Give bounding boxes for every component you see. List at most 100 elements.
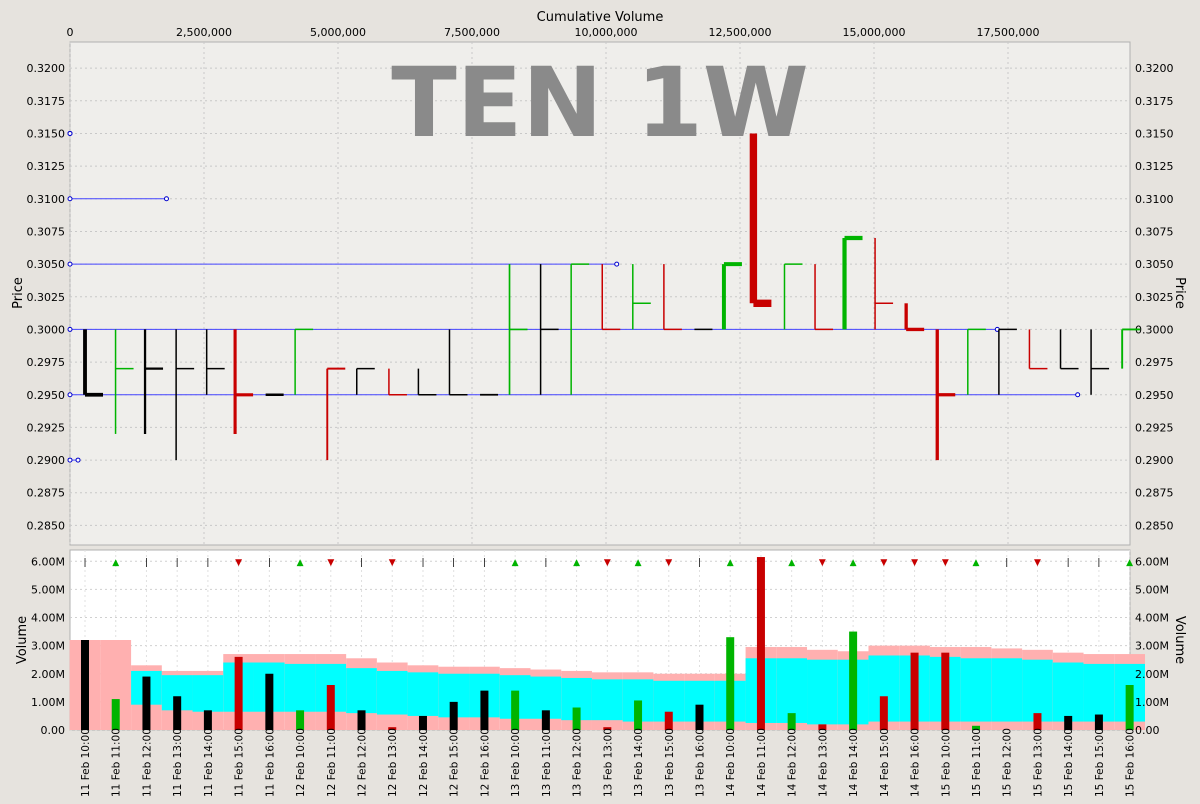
volume-bar [849,631,858,730]
price-tick-label-right: 0.3175 [1135,95,1174,108]
price-tick-label-left: 0.2950 [27,389,66,402]
time-tick-label: 15 Feb 16:00 [1125,728,1137,797]
direction-marker: ▼ [665,558,672,568]
level-end-marker [1075,392,1081,398]
volume-bar [511,690,520,730]
volume-tick-label-left: 0.00 [41,724,66,737]
volume-tick-label-right: 3.00M [1135,640,1169,653]
top-axis-title: Cumulative Volume [537,10,664,25]
direction-marker: | [452,558,455,568]
direction-marker: ▲ [973,558,980,568]
price-tick-label-right: 0.2850 [1135,519,1174,532]
direction-marker: ▲ [573,558,580,568]
chart-title-watermark: TEN 1W [391,47,809,159]
volume-bar [1064,715,1073,730]
volume-bar [1094,714,1103,730]
time-tick-label: 13 Feb 11:00 [541,728,553,797]
time-tick-label: 11 Feb 15:00 [234,728,246,797]
time-tick-label: 13 Feb 10:00 [510,728,522,797]
volume-bar [634,700,643,730]
time-tick-label: 14 Feb 11:00 [756,728,768,797]
direction-marker: ▼ [235,558,242,568]
time-tick-label: 14 Feb 14:00 [848,728,860,797]
time-tick-label: 15 Feb 13:00 [1032,728,1044,797]
volume-bar [388,727,397,730]
volume-tick-label-left: 3.00M [31,640,65,653]
volume-axis-title-right: Volume [1172,616,1187,664]
direction-marker: ▲ [112,558,119,568]
price-tick-label-left: 0.3025 [27,291,66,304]
volume-bar [1125,685,1134,730]
price-tick-label-left: 0.2850 [27,519,66,532]
volume-tick-label-left: 4.00M [31,612,65,625]
volume-band-inner [991,658,1023,722]
direction-marker: | [698,558,701,568]
time-tick-label: 11 Feb 14:00 [203,728,215,797]
direction-marker: ▲ [1126,558,1133,568]
volume-bar [695,704,704,730]
volume-axis-title-left: Volume [15,616,30,664]
price-axis-ticks: 0.2850 0.2850 0.2875 0.2875 0.2900 0.2900 0.29… [27,62,1174,532]
price-axis-title-left: Price [11,277,26,309]
price-tick-label-left: 0.2875 [27,487,66,500]
time-tick-label: 15 Feb 15:00 [1094,728,1106,797]
volume-bar [1033,713,1042,730]
time-tick-label: 14 Feb 16:00 [910,728,922,797]
volume-tick-label-left: 6.00M [31,555,65,568]
direction-marker: ▼ [819,558,826,568]
volume-bar [480,690,489,730]
time-tick-label: 15 Feb 10:00 [940,728,952,797]
top-axis-tick-label: 5,000,000 [310,26,366,39]
direction-marker: | [176,558,179,568]
volume-bar [941,652,950,730]
level-end-marker [614,261,620,267]
volume-bar [296,710,305,730]
time-tick-label: 12 Feb 15:00 [449,728,461,797]
volume-band-inner [376,670,408,715]
volume-band-inner [960,658,992,722]
volume-tick-label-right: 1.00M [1135,696,1169,709]
volume-band-inner [346,668,377,714]
level-start-marker [67,326,73,332]
time-tick-label: 12 Feb 13:00 [387,728,399,797]
direction-marker: ▲ [850,558,857,568]
volume-bar [111,699,120,730]
price-tick-label-right: 0.3150 [1135,127,1174,140]
ohlc-bars [83,133,1141,461]
time-tick-label: 12 Feb 16:00 [479,728,491,797]
volume-bar [818,724,827,730]
volume-bar [418,715,427,730]
direction-marker: ▲ [512,558,519,568]
price-tick-label-right: 0.2950 [1135,389,1174,402]
direction-marker: | [544,558,547,568]
direction-marker: ▼ [757,558,764,568]
volume-bar [664,711,673,730]
time-tick-label: 15 Feb 12:00 [1002,728,1014,797]
direction-marker: | [268,558,271,568]
volume-bar [449,701,458,730]
volume-band-inner [1022,659,1053,722]
volume-tick-label-right: 0.00 [1135,724,1160,737]
volume-band-inner [1083,663,1115,722]
price-tick-label-right: 0.3000 [1135,323,1174,336]
direction-marker: | [483,558,486,568]
direction-marker: ▼ [942,558,949,568]
top-axis-tick-label: 10,000,000 [575,26,638,39]
volume-tick-label-right: 4.00M [1135,612,1169,625]
time-tick-label: 12 Feb 10:00 [295,728,307,797]
volume-axis-ticks: 0.00 0.00 1.00M 1.00M 2.00M 2.00M 3.00M 3.00M 4.… [31,555,1169,737]
time-tick-label: 14 Feb 12:00 [787,728,799,797]
direction-marker: | [83,558,86,568]
price-tick-label-left: 0.3000 [27,323,66,336]
volume-tick-label-left: 5.00M [31,583,65,596]
direction-marker: ▼ [389,558,396,568]
volume-band-inner [776,658,808,723]
direction-marker: ▼ [1034,558,1041,568]
top-axis-tick-label: 7,500,000 [444,26,500,39]
level-start-marker [67,196,73,202]
level-start-marker [67,457,73,463]
direction-marker: | [360,558,363,568]
price-tick-label-right: 0.3050 [1135,258,1174,271]
volume-bar [173,696,182,730]
volume-band-inner [192,675,224,712]
